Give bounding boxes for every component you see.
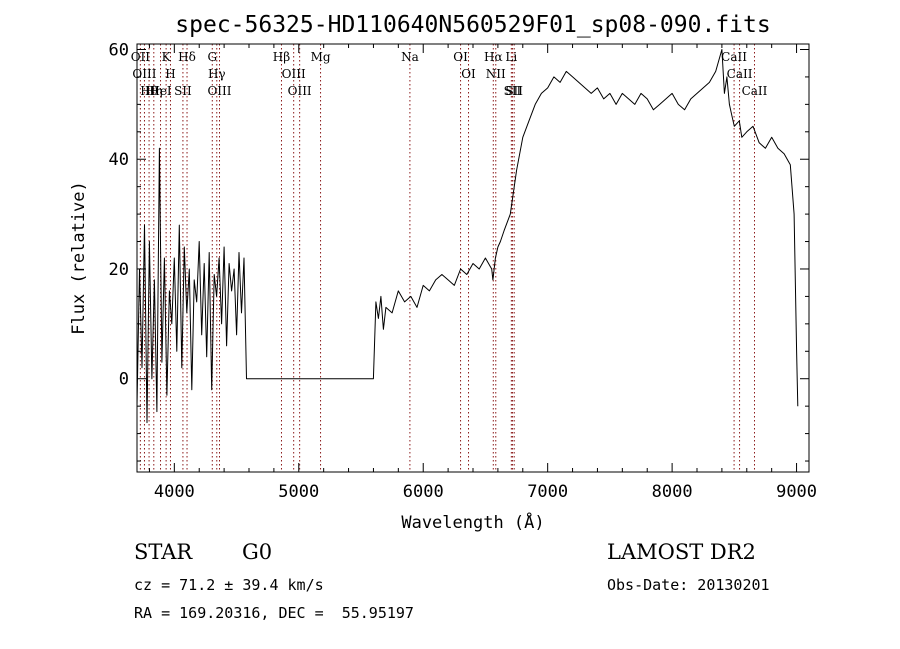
- spectral-line-label: Mg: [311, 50, 331, 64]
- spectral-line-label: OI: [453, 50, 468, 64]
- spectral-line-label: Hθ: [140, 84, 158, 98]
- spectral-line-label: OIII: [207, 84, 231, 98]
- spectral-line-label: H: [165, 67, 175, 81]
- chart-title: spec-56325-HD110640N560529F01_sp08-090.f…: [175, 12, 770, 38]
- spectral-line-label: SII: [174, 84, 192, 98]
- y-tick-label: 60: [109, 40, 129, 60]
- spectral-lines-layer: [139, 44, 755, 472]
- survey-name: LAMOST DR2: [607, 540, 756, 564]
- spectral-line-label: Hβ: [273, 50, 290, 64]
- spectral-line-label: OII: [131, 50, 151, 64]
- x-tick-label: 7000: [527, 482, 568, 502]
- object-class: STAR: [134, 540, 193, 564]
- spectral-line-label: NII: [486, 67, 506, 81]
- spectral-line-label: Na: [401, 50, 419, 64]
- spectrum-series-layer: [136, 49, 799, 424]
- spectral-line-label: Hγ: [208, 67, 226, 81]
- x-axis-label: Wavelength (Å): [401, 511, 544, 533]
- spectral-line-label: OIII: [288, 84, 312, 98]
- axes-layer: 4000 5000 6000 7000 8000 9000 0 20 40 60: [109, 40, 818, 502]
- spectral-line-label: G: [207, 50, 217, 64]
- spectral-line-label: OI: [461, 67, 476, 81]
- spectral-line-label: SII: [504, 84, 522, 98]
- spectral-line-label: Hα: [484, 50, 503, 64]
- spectral-line-label: HeI: [149, 84, 172, 98]
- x-tick-label: 5000: [278, 482, 319, 502]
- redshift-text: cz = 71.2 ± 39.4 km/s: [134, 576, 324, 594]
- spectral-line-label: CaII: [742, 84, 768, 98]
- object-subclass: G0: [242, 540, 273, 564]
- spectral-line-label: SII: [505, 84, 523, 98]
- y-axis-label: Flux (relative): [69, 181, 89, 335]
- spectral-line-label: Hη: [145, 84, 163, 98]
- x-tick-label: 8000: [652, 482, 693, 502]
- x-tick-label: 9000: [776, 482, 817, 502]
- y-tick-label: 0: [119, 370, 129, 390]
- x-tick-label: 4000: [154, 482, 195, 502]
- y-tick-label: 20: [109, 260, 129, 280]
- plot-frame: [136, 43, 810, 473]
- x-tick-label: 6000: [403, 482, 444, 502]
- spectral-line-label: OIII: [282, 67, 306, 81]
- coordinates-text: RA = 169.20316, DEC = 55.95197: [134, 604, 414, 622]
- spectral-line-label: Li: [505, 50, 517, 64]
- y-tick-label: 40: [109, 150, 129, 170]
- spectral-line-label: CaII: [727, 67, 753, 81]
- spectral-line-label: CaII: [721, 50, 747, 64]
- obs-date-text: Obs-Date: 20130201: [607, 576, 770, 594]
- spectral-line-label: Hδ: [178, 50, 196, 64]
- spectrum-line: [136, 49, 799, 424]
- spectral-line-label: K: [162, 50, 172, 64]
- spectral-line-label: OIII: [132, 67, 156, 81]
